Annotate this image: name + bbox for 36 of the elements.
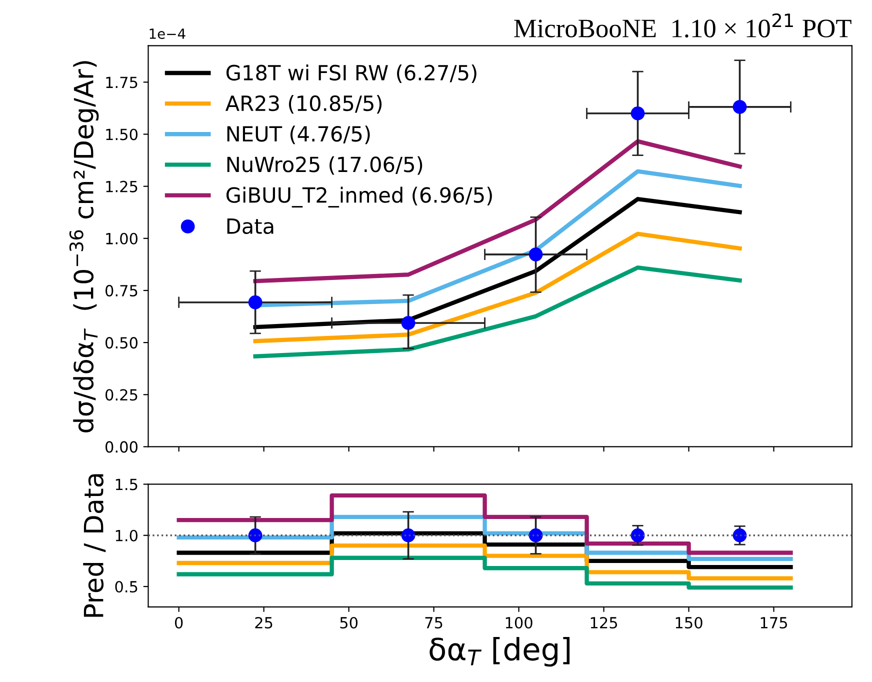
legend-label: G18T wi FSI RW (6.27/5) [226, 64, 476, 84]
legend-label: AR23 (10.85/5) [225, 95, 382, 114]
legend-label: Data [227, 218, 274, 234]
point [630, 106, 645, 120]
x-tick-label: 150 [676, 616, 702, 629]
legend-label: GiBUU_T2_inmed (6.96/5) [226, 186, 492, 208]
x-tick-label: 25 [255, 616, 272, 629]
legend-label: NuWro25 (17.06/5) [227, 156, 422, 175]
y-tick-label: 1.50 [106, 128, 138, 140]
x-tick-label: 75 [425, 617, 442, 629]
chart-title: MicroBooNE 1.10 × 10$^{21}$ POT [514, 13, 852, 38]
y-tick-label: 1.25 [106, 180, 138, 192]
point [248, 295, 262, 310]
point [528, 247, 543, 262]
y-tick-label: 0.25 [106, 389, 138, 401]
y-tick-label: 1.5 [116, 478, 138, 490]
x-tick-label: 50 [340, 616, 358, 629]
y-tick-label: 1.0 [116, 530, 138, 542]
x-tick-label: 175 [760, 617, 787, 629]
y-tick-label: 0.00 [106, 441, 138, 453]
point [401, 316, 416, 330]
y-tick-label: 0.5 [115, 580, 138, 593]
y-axis-title: dσ/dδα$_{T}$ (10$^{−36}$ cm²/Deg/Ar) [69, 61, 99, 432]
point [732, 100, 747, 114]
y-tick-label: 0.50 [106, 337, 138, 349]
x-tick-label: 125 [590, 616, 618, 629]
line-series [253, 265, 742, 358]
x-axis-title: δα$_{T}$ [deg] [430, 637, 570, 667]
y-tick-label: 1.75 [106, 76, 138, 88]
y-axis-title: Pred / Data [83, 474, 106, 617]
x-tick-label: 0 [174, 616, 183, 629]
x-tick-label: 100 [506, 616, 532, 629]
text: 1e−4 [150, 28, 186, 39]
legend-label: NEUT (4.76/5) [227, 126, 370, 144]
y-tick-label: 1.00 [106, 232, 138, 244]
y-tick-label: 0.75 [106, 284, 138, 296]
